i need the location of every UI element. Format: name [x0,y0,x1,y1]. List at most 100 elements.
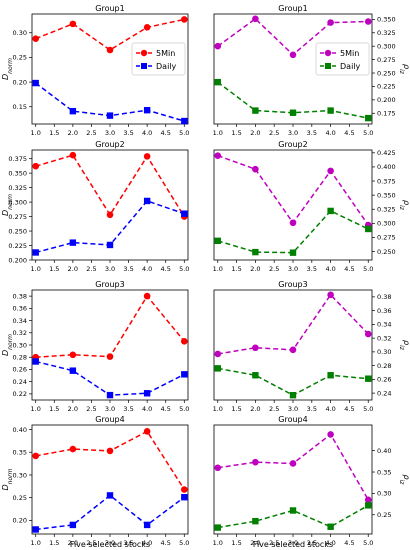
x-tick-label: 2.5 [269,129,279,137]
chart-panel: Group2 1.0 1.5 2.0 2.5 3.0 3.5 4.0 4.5 5.0 0.200 0.… [1,140,189,273]
x-tick-label: 3.5 [307,405,317,413]
x-tick-label: 4.0 [325,265,335,273]
data-point [214,524,221,531]
x-tick-label: 1.0 [31,539,41,547]
data-point [106,391,114,399]
data-point [143,521,151,529]
x-tick-label: 1.0 [31,405,41,413]
series-line [35,360,185,396]
y-tick-label: 0.250 [377,69,396,77]
data-point [106,112,114,119]
y-tick-label: 0.375 [377,177,396,185]
y-tick-label: 0.325 [377,206,396,214]
plot-frame [213,149,373,261]
data-point [106,492,114,499]
x-tick-label: 3.5 [123,129,133,137]
y-tick-label: 0.34 [13,317,27,325]
y-tick-label: 0.36 [377,307,391,315]
x-tick-label: 4.5 [161,265,171,273]
data-point [365,114,372,122]
y-tick-label: 0.30 [13,29,27,37]
data-point [143,428,151,435]
x-tick-label: 5.0 [179,129,189,137]
data-point [252,344,259,352]
x-tick-label: 5.0 [363,539,373,547]
x-tick-label: 3.5 [123,265,133,273]
data-point [69,107,77,115]
legend-marker [324,49,332,57]
x-tick-label: 2.0 [68,405,78,413]
chart-title: Group3 [95,280,124,289]
chart-panel: Group1 1.0 1.5 2.0 2.5 3.0 3.5 4.0 4.5 5.0 0.15 0.2… [1,4,189,137]
x-tick-label: 5.0 [363,129,373,137]
y-tick-label: 0.225 [377,83,396,91]
data-point [214,350,222,358]
x-tick-label: 4.0 [325,129,335,137]
x-tick-label: 2.0 [250,129,260,137]
x-tick-label: 2.5 [86,129,96,137]
y-tick-label: 0.250 [8,227,27,235]
x-tick-label: 1.0 [31,265,41,273]
chart-title: Group4 [95,415,124,424]
data-point [364,496,372,504]
series-line [35,294,185,358]
data-point [143,153,151,160]
data-point [214,42,222,50]
legend-label: Daily [156,62,177,71]
x-tick-label: 2.0 [68,129,78,137]
data-point [181,210,188,217]
x-tick-label: 3.5 [307,265,317,273]
data-point [69,367,77,374]
data-point [289,507,297,514]
y-axis-label: Dnorm [1,468,14,490]
y-tick-label: 0.24 [377,389,391,397]
data-point [252,517,259,525]
plot-frame [213,289,373,401]
x-tick-label: 3.5 [307,539,317,547]
y-tick-label: 0.38 [377,293,391,301]
x-tick-label: 4.0 [142,405,152,413]
x-tick-label: 2.5 [86,539,96,547]
legend-marker [141,63,147,69]
y-tick-label: 0.30 [13,341,27,349]
x-tick-label: 4.0 [325,539,335,547]
chart-title: Group2 [95,140,124,149]
data-point [327,523,334,530]
data-point [69,20,77,28]
y-tick-label: 0.25 [377,511,391,519]
y-tick-label: 0.35 [377,468,391,476]
y-tick-label: 0.35 [13,449,27,457]
data-point [327,19,334,26]
y-tick-label: 0.30 [377,490,391,498]
y-tick-label: 0.350 [8,169,27,177]
series-line [217,433,369,501]
y-tick-label: 0.275 [377,56,396,64]
x-tick-label: 2.0 [250,539,260,547]
x-tick-label: 4.5 [161,129,171,137]
x-tick-label: 3.0 [288,405,298,413]
chart-panel: Group1 1.0 1.5 2.0 2.5 3.0 3.5 4.0 4.5 5.0 0.175 0.… [213,4,410,137]
y-tick-label: 0.36 [13,305,27,313]
x-tick-label: 3.0 [288,539,298,547]
plot-frame [213,424,373,535]
x-tick-label: 3.0 [105,405,115,413]
x-tick-label: 1.0 [213,265,223,273]
data-point [289,391,297,399]
x-tick-label: 4.5 [344,265,354,273]
data-point [69,239,77,246]
y-tick-label: 0.32 [377,334,391,342]
chart-title: Group1 [278,4,307,13]
series-line [35,430,185,490]
y-tick-label: 0.425 [377,149,396,157]
chart-panel: Group4 1.0 1.5 2.0 2.5 3.0 3.5 4.0 4.5 5.0 0.25 0.3… [213,415,410,547]
data-point [364,330,372,338]
chart-panel: Group3 1.0 1.5 2.0 2.5 3.0 3.5 4.0 4.5 5.0 0.24 0.2… [213,280,410,413]
x-tick-label: 1.5 [49,265,59,273]
x-tick-label: 1.5 [49,129,59,137]
data-point [365,375,372,382]
data-point [143,106,151,114]
data-point [214,237,221,245]
x-tick-label: 2.5 [86,405,96,413]
y-axis-label: ρiz [399,340,410,351]
x-tick-label: 1.5 [231,539,241,547]
